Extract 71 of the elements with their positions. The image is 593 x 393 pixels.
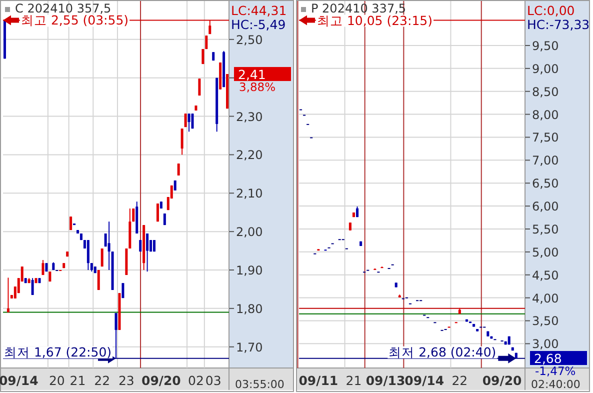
text: 03:55:00 [235, 378, 284, 391]
candlestick [198, 78, 201, 96]
ref-line-label: 최고 2,55 (03:55) [21, 12, 129, 28]
candlestick [205, 35, 208, 50]
text: 2,41 [238, 67, 266, 82]
candlestick [180, 128, 184, 156]
candlestick [132, 208, 135, 222]
y-tick-label: 2,30 [236, 110, 263, 124]
y-tick-label: 1,80 [236, 302, 263, 316]
y-tick-label: 5,50 [532, 222, 559, 236]
y-tick-label: 2,10 [236, 186, 263, 201]
text: HC:-73,33 [527, 17, 590, 32]
text: 2,68 [534, 351, 562, 366]
candlestick [31, 278, 34, 296]
y-tick-label: 9,00 [532, 62, 559, 76]
x-tick-label: 22 [94, 373, 110, 388]
candlestick [184, 113, 187, 128]
candlestick [177, 163, 180, 176]
y-tick-label: 8,50 [532, 84, 559, 99]
y-tick-label: 2,00 [236, 225, 263, 240]
y-tick-label: 3,50 [532, 314, 559, 328]
ref-line-label: 최저 1,67 (22:50) [4, 344, 112, 360]
x-tick-label: 23 [118, 373, 134, 388]
candlestick [156, 203, 159, 222]
candlestick [191, 113, 194, 130]
x-tick-label: 09/20 [482, 373, 522, 388]
candlestick [86, 240, 90, 271]
candlestick [208, 20, 212, 35]
candlestick [70, 216, 72, 231]
text: HC:-5,49 [231, 17, 286, 32]
y-tick-label: 2,20 [236, 148, 263, 162]
candlestick [146, 232, 149, 272]
candlestick [114, 312, 118, 359]
candlestick [122, 282, 124, 299]
text: 3,88% [239, 80, 276, 94]
ref-line-label: 최저 2,68 (02:40) [388, 344, 496, 360]
x-tick-label: 20 [48, 373, 65, 388]
x-tick-label: 22 [452, 373, 468, 388]
text: -1,47% [535, 364, 576, 378]
x-tick-label: 09/20 [142, 373, 182, 388]
x-tick-label: 09/11 [298, 373, 338, 388]
chart-title: C 202410 357,5 [15, 2, 112, 16]
y-tick-label: 7,50 [532, 130, 559, 145]
y-tick-label: 7,00 [532, 154, 559, 168]
y-tick-label: 2,50 [236, 32, 263, 47]
x-tick-label: 02 [188, 373, 204, 388]
x-tick-label: 21 [70, 373, 86, 388]
candlestick [6, 277, 10, 313]
candlestick [202, 48, 204, 65]
y-tick-label: 5,00 [532, 245, 559, 260]
y-tick-label: 6,00 [532, 200, 559, 214]
y-tick-label: 3,00 [532, 337, 559, 352]
candlestick [97, 270, 100, 290]
text: LC:0,00 [527, 3, 575, 18]
x-tick-label: 09/14 [404, 373, 444, 388]
x-tick-label: 21 [346, 373, 362, 388]
candlestick [188, 113, 190, 132]
y-tick-label: 1,70 [236, 340, 263, 354]
y-tick-label: 8,00 [532, 108, 559, 122]
ref-line-label: 최고 10,05 (23:15) [317, 12, 433, 28]
x-tick-label: 03 [205, 373, 222, 388]
text: LC:44,31 [231, 3, 287, 18]
candlestick [108, 221, 110, 271]
candlestick [42, 260, 44, 276]
y-tick-label: 1,90 [236, 264, 263, 278]
y-tick-label: 9,50 [532, 39, 559, 53]
x-tick-label: 09/13 [366, 373, 406, 388]
y-tick-label: 6,50 [532, 176, 559, 191]
y-tick-label: 4,00 [532, 291, 559, 306]
text: 02:40:00 [531, 378, 580, 391]
y-tick-label: 4,50 [532, 268, 559, 282]
